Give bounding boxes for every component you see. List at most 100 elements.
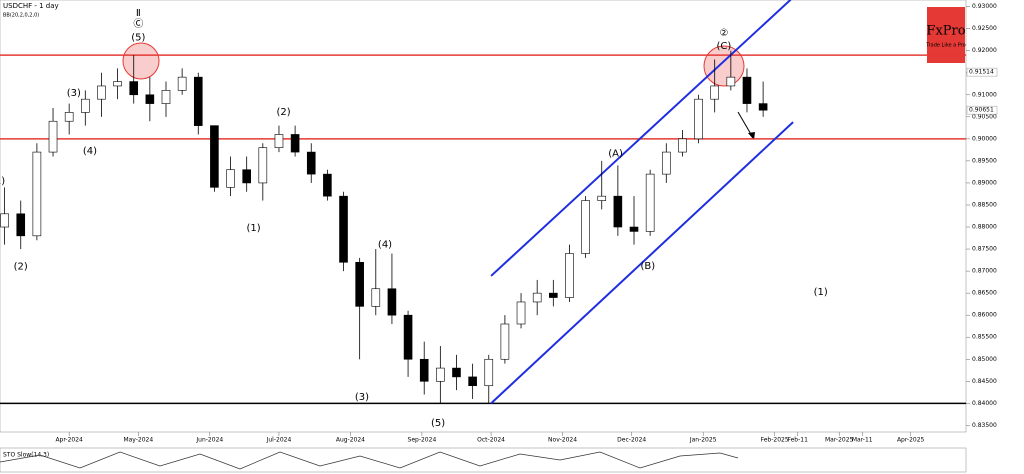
logo-tagline: Trade Like a Pro: [925, 43, 965, 49]
candle-body: [629, 226, 639, 232]
candle-body: [565, 253, 574, 298]
y-tick-label: 0.85000: [972, 356, 997, 363]
x-tick-label: Jun-2024: [195, 437, 223, 444]
candle-body: [613, 195, 623, 228]
candle-body: [0, 213, 9, 228]
candle-body: [581, 200, 590, 254]
highlights: [122, 42, 755, 140]
candle-body: [64, 112, 74, 122]
candle-body: [145, 94, 155, 104]
y-tick-label: 0.89500: [972, 157, 997, 164]
x-tick-label: Mar-11: [852, 437, 873, 444]
highlight-circle: [122, 42, 160, 80]
oscillator-label: STO Slow(14,3): [3, 452, 49, 459]
candle-body: [129, 81, 139, 96]
candle-body: [403, 314, 413, 360]
candle-body: [758, 103, 768, 111]
candle-body: [48, 120, 58, 153]
plot-frame: [0, 0, 967, 433]
price-tag: [966, 67, 998, 77]
candle-body: [597, 195, 607, 201]
candle-body: [81, 98, 90, 113]
candle-body: [661, 151, 671, 175]
x-tick-label: May-2024: [123, 437, 153, 444]
y-tick-label: 0.84500: [972, 378, 997, 385]
x-tick-label: Jan-2025: [689, 437, 717, 444]
y-tick-label: 0.84000: [972, 400, 997, 407]
y-tick-label: 0.92500: [972, 25, 997, 32]
candle-body: [726, 76, 736, 87]
x-tick-label: Aug-2024: [336, 437, 365, 444]
wave-label: (5): [131, 32, 145, 43]
x-tick-label: Sep-2024: [408, 437, 437, 444]
channel-line: [490, 121, 794, 405]
candle-body: [290, 134, 300, 153]
y-tick-label: 0.88500: [972, 201, 997, 208]
candle-body: [193, 76, 203, 126]
wave-label: (2): [14, 262, 28, 273]
candle-body: [387, 288, 397, 316]
candle-body: [274, 134, 284, 148]
wave-label: (4): [378, 240, 392, 251]
x-tick-label: Nov-2024: [548, 437, 577, 444]
wave-label: (A): [608, 148, 623, 159]
candle-body: [113, 81, 122, 87]
candle-body: [355, 261, 364, 307]
candle-body: [306, 151, 316, 175]
candle-body: [500, 323, 510, 360]
y-tick-label: 0.87000: [972, 268, 997, 275]
y-tick-label: 0.93000: [972, 3, 997, 10]
candle-body: [710, 85, 720, 100]
candle-body: [97, 85, 106, 100]
oscillator-frame: [0, 447, 967, 473]
candle-body: [419, 358, 429, 382]
candle-body: [161, 90, 171, 104]
candle-body: [694, 98, 703, 140]
y-tick-label: 0.83500: [972, 422, 997, 429]
wave-label: Ⅱ: [136, 8, 141, 19]
y-tick-label: 0.86500: [972, 290, 997, 297]
price-tag-label: 0.91514: [969, 69, 994, 76]
candle-body: [742, 76, 752, 104]
y-tick-label: 0.85500: [972, 334, 997, 341]
price-tag: [966, 105, 998, 115]
candle-body: [323, 173, 332, 197]
candle-body: [484, 358, 494, 387]
y-tick-label: 0.90000: [972, 135, 997, 142]
wave-label: (1): [814, 287, 828, 298]
candle-body: [210, 125, 219, 188]
oscillator-line: [0, 451, 739, 470]
arrow: [737, 111, 753, 137]
wave-label: (2): [276, 107, 290, 118]
candle-body: [436, 367, 445, 382]
candle-body: [177, 76, 187, 91]
candle-body: [532, 292, 542, 303]
candle-body: [339, 195, 348, 263]
candle-body: [371, 288, 381, 307]
candle-body: [678, 138, 687, 153]
x-tick-label: Oct-2024: [477, 437, 505, 444]
x-tick-label: Apr-2024: [55, 437, 83, 444]
candle-body: [516, 301, 526, 325]
y-tick-label: 0.87500: [972, 246, 997, 253]
x-tick-label: Mar-2025: [825, 437, 854, 444]
wave-label: (3): [355, 392, 369, 403]
y-tick-label: 0.91000: [972, 91, 997, 98]
wave-label: (3): [67, 88, 81, 99]
logo-box: [927, 7, 965, 63]
wave-label: (B): [641, 261, 656, 272]
x-tick-label: Feb-2025: [761, 437, 789, 444]
wave-label: (C): [717, 41, 732, 52]
candle-body: [258, 147, 268, 184]
candle-body: [32, 151, 42, 237]
x-tick-label: Apr-2025: [897, 437, 925, 444]
wave-label: (1): [247, 223, 261, 234]
wave-label: (5): [431, 418, 445, 429]
y-tick-label: 0.88000: [972, 224, 997, 231]
channel-line: [490, 0, 792, 277]
candle-body: [549, 292, 558, 298]
candle-body: [452, 367, 461, 378]
candle-body: [16, 213, 26, 237]
candle-body: [226, 169, 235, 188]
